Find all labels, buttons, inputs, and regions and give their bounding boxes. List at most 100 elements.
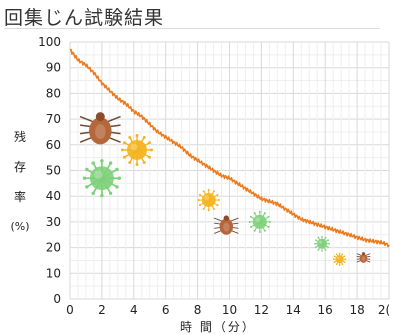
virus-icon xyxy=(82,159,122,198)
virus-spike-tip xyxy=(148,141,151,145)
virus-body xyxy=(335,255,344,264)
y-tick-label: 50 xyxy=(46,164,61,178)
y-tick-label: 30 xyxy=(46,215,61,229)
y-axis-label-char: 存 xyxy=(13,160,26,174)
virus-spike-tip xyxy=(321,235,323,238)
virus-body xyxy=(126,139,147,160)
virus-body xyxy=(89,166,114,191)
virus-spike-tip xyxy=(327,246,330,249)
mite-body xyxy=(89,117,112,145)
y-tick-label: 0 xyxy=(53,292,61,306)
virus-spike-tip xyxy=(117,176,122,180)
virus-spike-tip xyxy=(150,148,153,152)
virus-spike-tip xyxy=(100,193,104,198)
virus-icon xyxy=(332,252,347,266)
virus-highlight xyxy=(94,170,103,179)
x-tick-label: 6 xyxy=(162,303,170,317)
virus-spike-tip xyxy=(343,261,346,263)
y-tick-labels: 0 10 20 30 40 50 60 70 80 90 100 xyxy=(38,35,61,306)
virus-spike-tip xyxy=(338,252,341,255)
virus-spike-tip xyxy=(207,209,210,212)
virus-spike-tip xyxy=(115,185,119,189)
virus-spike-tip xyxy=(250,215,253,218)
virus-spike-tip xyxy=(197,199,200,202)
virus-spike-tip xyxy=(202,190,205,193)
virus-spike-tip xyxy=(248,220,251,223)
virus-spike-tip xyxy=(142,135,146,139)
mite-leg xyxy=(213,217,223,222)
virus-icon xyxy=(121,134,153,166)
virus-spike-tip xyxy=(121,148,124,152)
mite-head xyxy=(361,252,365,256)
virus-spike-tip xyxy=(128,161,132,164)
virus-spike-tip xyxy=(198,193,201,196)
virus-spike-tip xyxy=(258,231,261,234)
particle-illustrations xyxy=(79,112,371,266)
virus-spike-tip xyxy=(333,255,336,258)
virus-spike-tip xyxy=(341,253,344,255)
virus-spike-tip xyxy=(335,263,338,265)
virus-spike-tip xyxy=(314,246,317,249)
y-tick-label: 20 xyxy=(46,241,61,255)
y-axis-label-char: 残 xyxy=(13,130,26,144)
x-tick-labels: 0 2 4 6 8 10 12 14 16 18 2( xyxy=(66,303,390,317)
y-tick-label: 80 xyxy=(46,86,61,100)
virus-spike-tip xyxy=(128,135,132,139)
virus-spike-tip xyxy=(327,239,330,241)
virus-spike-tip xyxy=(123,141,126,145)
virus-spike-tip xyxy=(258,210,261,213)
virus-spike-tip xyxy=(82,176,87,180)
virus-spike-tip xyxy=(135,134,139,137)
virus-spike-tip xyxy=(142,161,146,164)
x-tick-label: 0 xyxy=(66,303,74,317)
virus-highlight xyxy=(318,240,323,244)
virus-spike-tip xyxy=(207,188,210,191)
y-tick-label: 70 xyxy=(46,112,61,126)
virus-body xyxy=(201,193,216,208)
y-tick-label: 60 xyxy=(46,138,61,152)
virus-spike-tip xyxy=(212,190,215,193)
virus-spike-tip xyxy=(253,212,256,215)
chart-title: 回集じん試験結果 xyxy=(4,7,165,29)
virus-highlight xyxy=(255,217,261,223)
virus-spike-tip xyxy=(268,220,271,223)
virus-icon xyxy=(313,235,331,252)
series-group xyxy=(70,48,390,248)
x-tick-label: 12 xyxy=(254,303,269,317)
virus-spike-tip xyxy=(148,155,151,159)
virus-spike-tip xyxy=(317,236,320,239)
mite-leg xyxy=(356,253,362,256)
virus-spike-tip xyxy=(198,204,201,207)
virus-spike-tip xyxy=(267,215,270,218)
x-tick-label: 2( xyxy=(378,303,390,317)
virus-spike-tip xyxy=(324,236,327,239)
virus-spike-tip xyxy=(100,159,104,163)
mite-highlight xyxy=(223,222,230,232)
mite-icon xyxy=(356,252,371,263)
mite-body xyxy=(359,253,368,263)
virus-spike-tip xyxy=(91,191,95,195)
mite-icon xyxy=(213,215,239,235)
virus-spike-tip xyxy=(123,155,126,159)
virus-spike-tip xyxy=(314,239,317,241)
x-tick-label: 2 xyxy=(98,303,106,317)
mite-body xyxy=(219,218,234,235)
y-tick-label: 10 xyxy=(46,266,61,280)
y-tick-label: 100 xyxy=(38,35,61,49)
virus-spike-tip xyxy=(317,249,320,251)
mite-leg xyxy=(365,253,371,256)
virus-spike-tip xyxy=(115,167,119,172)
virus-spike-tip xyxy=(263,229,266,232)
y-axis-label: 残 存 率 (%) xyxy=(6,122,34,242)
virus-spike-tip xyxy=(343,255,346,258)
x-tick-label: 8 xyxy=(194,303,202,317)
virus-spike-tip xyxy=(328,242,331,245)
virus-spike-tip xyxy=(267,225,270,228)
virus-spike-tip xyxy=(263,212,266,215)
virus-spike-tip xyxy=(313,242,316,245)
mite-head xyxy=(95,112,105,122)
virus-spike-tip xyxy=(335,253,338,255)
virus-spike-tip xyxy=(108,191,113,195)
virus-spike-tip xyxy=(91,161,95,165)
